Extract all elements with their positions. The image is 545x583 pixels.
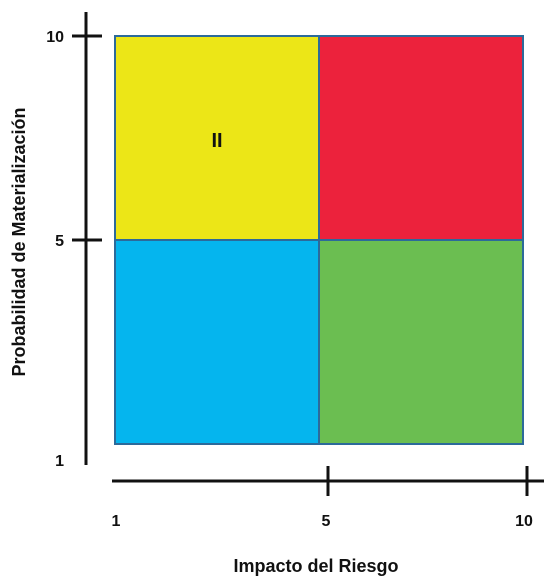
quadrant-top-right <box>318 35 524 241</box>
x-tick-label-5: 5 <box>322 513 331 530</box>
y-tick-label-10: 10 <box>46 29 64 46</box>
quadrant-bottom-left <box>114 239 320 445</box>
x-tick-label-10: 10 <box>515 513 533 530</box>
y-tick-label-5: 5 <box>55 233 64 250</box>
y-axis-title: Probabilidad de Materialización <box>9 107 29 376</box>
quadrant-top-left-label: II <box>211 130 222 152</box>
x-axis-title: Impacto del Riesgo <box>233 556 398 576</box>
y-tick-label-1: 1 <box>55 453 64 470</box>
x-tick-label-1: 1 <box>112 513 121 530</box>
quadrant-bottom-right <box>318 239 524 445</box>
quadrant-top-left <box>114 35 320 241</box>
